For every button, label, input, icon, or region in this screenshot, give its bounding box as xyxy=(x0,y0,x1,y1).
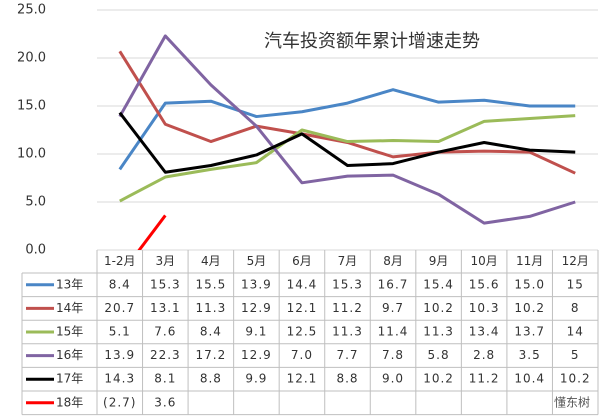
x-tick-label: 9月 xyxy=(429,254,449,268)
table-cell: 13.9 xyxy=(241,277,272,291)
table-cell: 12.1 xyxy=(287,372,318,386)
table-cell: 16.7 xyxy=(378,277,409,291)
legend-label: 16年 xyxy=(56,348,83,362)
table-cell: 10.2 xyxy=(423,372,454,386)
table-cell: 11.4 xyxy=(378,325,409,339)
table-cell: 10.3 xyxy=(469,301,500,315)
table-cell: 7.8 xyxy=(382,348,404,362)
x-tick-label: 12月 xyxy=(562,254,589,268)
table-cell: 14 xyxy=(567,325,584,339)
table-cell: 8.8 xyxy=(200,372,222,386)
table-cell: 7.6 xyxy=(154,325,176,339)
table-cell: 12.9 xyxy=(241,348,272,362)
table-cell: 3.6 xyxy=(154,395,176,409)
table-cell: 13.9 xyxy=(104,348,135,362)
table-cell: 15.6 xyxy=(469,277,500,291)
table-cell: 15 xyxy=(567,277,584,291)
table-cell: 5.8 xyxy=(428,348,450,362)
table-cell: 9.9 xyxy=(245,372,267,386)
table-cell: 5.1 xyxy=(109,325,131,339)
table-cell: 10.2 xyxy=(514,301,545,315)
legend-label: 18年 xyxy=(56,395,83,409)
x-tick-label: 10月 xyxy=(470,254,497,268)
watermark: 懂东树 xyxy=(554,395,590,410)
chart-title: 汽车投资额年累计增速走势 xyxy=(264,31,480,52)
x-tick-label: 11月 xyxy=(516,254,543,268)
table-cell: 11.2 xyxy=(332,301,363,315)
x-tick-label: 7月 xyxy=(338,254,358,268)
y-tick-label: 10.0 xyxy=(17,147,46,162)
table-cell: 15.3 xyxy=(150,277,181,291)
table-cell: 14.4 xyxy=(287,277,318,291)
legend-label: 13年 xyxy=(56,277,83,291)
table-cell: 7.7 xyxy=(336,348,358,362)
y-tick-label: 5.0 xyxy=(25,195,46,210)
table-cell: 14.3 xyxy=(104,372,135,386)
table-cell: 15.0 xyxy=(514,277,545,291)
x-tick-label: 4月 xyxy=(201,254,221,268)
legend-label: 17年 xyxy=(56,372,83,386)
table-cell: 9.1 xyxy=(245,325,267,339)
table-cell: 13.1 xyxy=(150,301,181,315)
x-tick-label: 3月 xyxy=(155,254,175,268)
table-cell: 9.7 xyxy=(382,301,404,315)
table-cell: 11.3 xyxy=(332,325,363,339)
table-cell: 7.0 xyxy=(291,348,313,362)
y-tick-label: 25.0 xyxy=(17,3,46,18)
table-cell: 11.3 xyxy=(196,301,227,315)
table-cell: 8.4 xyxy=(109,277,131,291)
table-cell: 12.9 xyxy=(241,301,272,315)
x-tick-label: 6月 xyxy=(292,254,312,268)
series-line xyxy=(119,114,576,203)
table-cell: 9.0 xyxy=(382,372,404,386)
table-cell: 8.8 xyxy=(336,372,358,386)
x-tick-label: 5月 xyxy=(247,254,267,268)
table-cell: 20.7 xyxy=(104,301,135,315)
table-cell: 11.2 xyxy=(469,372,500,386)
table-cell: 3.5 xyxy=(519,348,541,362)
table-cell: (2.7) xyxy=(103,395,136,409)
y-tick-label: 0.0 xyxy=(25,243,46,258)
table-cell: 22.3 xyxy=(150,348,181,362)
table-cell: 8 xyxy=(571,301,580,315)
y-tick-label: 20.0 xyxy=(17,51,46,66)
x-tick-label: 8月 xyxy=(383,254,403,268)
table-cell: 12.1 xyxy=(287,301,318,315)
table-cell: 8.4 xyxy=(200,325,222,339)
table-cell: 12.5 xyxy=(287,325,318,339)
table-cell: 10.2 xyxy=(423,301,454,315)
table-cell: 15.3 xyxy=(332,277,363,291)
table-cell: 8.1 xyxy=(154,372,176,386)
table-cell: 15.5 xyxy=(196,277,227,291)
table-cell: 11.3 xyxy=(423,325,454,339)
series-line xyxy=(137,214,167,250)
legend-label: 15年 xyxy=(56,325,83,339)
table-cell: 13.7 xyxy=(514,325,545,339)
series-line xyxy=(118,88,576,171)
table-cell: 15.4 xyxy=(423,277,454,291)
legend-label: 14年 xyxy=(56,301,83,315)
series-line xyxy=(118,34,576,225)
series-line xyxy=(118,50,576,175)
table-cell: 5 xyxy=(571,348,580,362)
series-line xyxy=(118,111,576,174)
table-cell: 10.4 xyxy=(514,372,545,386)
table-cell: 10.2 xyxy=(560,372,591,386)
x-tick-label: 1-2月 xyxy=(104,254,136,268)
y-tick-label: 15.0 xyxy=(17,99,46,114)
table-cell: 13.4 xyxy=(469,325,500,339)
plot-area xyxy=(118,34,576,250)
table-cell: 17.2 xyxy=(196,348,227,362)
table-cell: 2.8 xyxy=(473,348,495,362)
